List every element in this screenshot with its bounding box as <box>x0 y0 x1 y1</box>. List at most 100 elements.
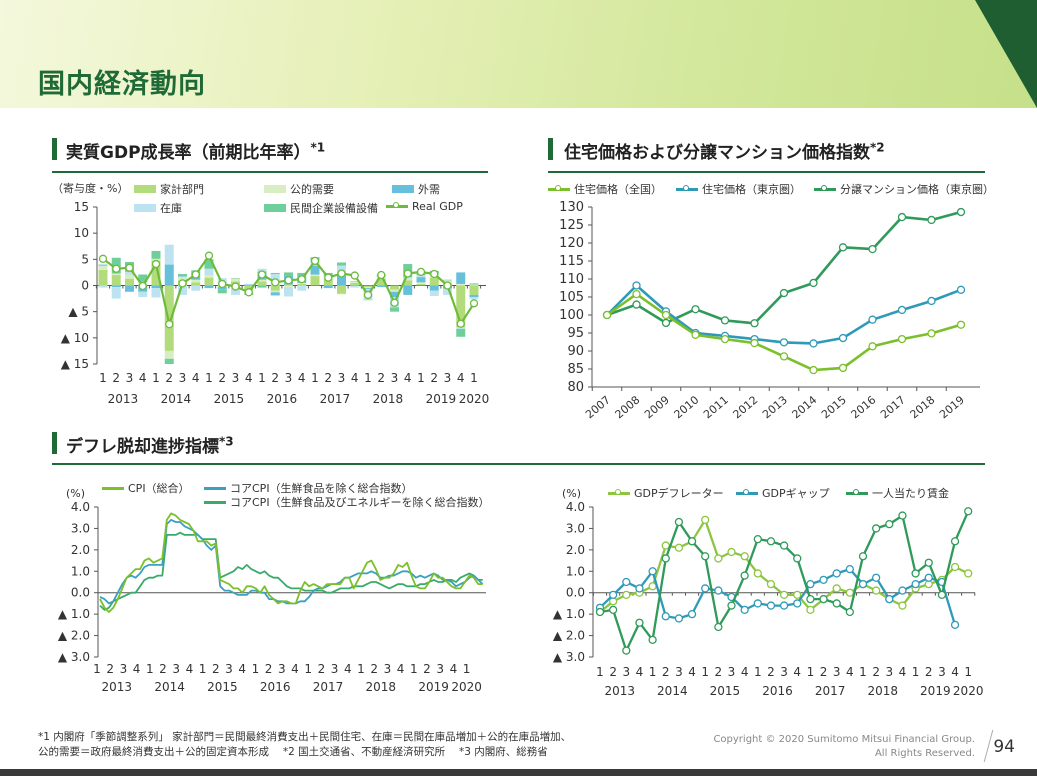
data-point <box>648 567 657 576</box>
data-point <box>964 507 973 516</box>
data-point <box>868 315 877 324</box>
bar-external <box>204 285 214 289</box>
section-title-text: デフレ脱却進捗指標 <box>66 437 219 457</box>
x-tick-label: 4 <box>186 662 194 676</box>
data-point <box>632 281 641 290</box>
section-title-gdp: 実質GDP成長率（前期比年率）*1 <box>66 138 325 163</box>
x-tick-label: 3 <box>833 665 841 679</box>
x-tick-label: 2 <box>324 371 332 385</box>
data-point <box>956 285 966 294</box>
bar-external <box>151 285 161 289</box>
x-tick-label: 2 <box>925 665 933 679</box>
legend-label: Real GDP <box>412 200 463 213</box>
x-tick-label: 1 <box>470 371 478 385</box>
data-point <box>898 601 907 610</box>
x-year-label: 2013 <box>108 392 139 406</box>
data-point <box>257 270 267 279</box>
bar-inventory <box>443 288 452 295</box>
legend-swatch <box>134 185 156 193</box>
data-point <box>661 310 671 320</box>
legend-line <box>204 486 226 490</box>
x-year-label: 2014 <box>161 392 192 406</box>
data-point <box>872 586 881 595</box>
data-point <box>868 244 877 254</box>
x-tick-label: 4 <box>741 665 749 679</box>
y-tick-label: 15 <box>74 200 89 214</box>
legend-capex: 民間企業設備設備 <box>264 200 378 216</box>
data-point <box>924 558 933 567</box>
bar-public <box>403 278 413 281</box>
y-tick-label: 2.0 <box>71 543 90 557</box>
bar-public <box>98 265 108 270</box>
bar-public <box>284 285 293 288</box>
legend-tokyo: 住宅価格（東京圏） <box>676 181 801 197</box>
x-tick-label: 3 <box>622 665 630 679</box>
data-point <box>779 601 789 610</box>
y-tick-label: ▲ 10 <box>61 331 89 345</box>
data-point <box>674 517 684 527</box>
bar-public <box>231 278 240 282</box>
x-tick-label: 3 <box>338 371 346 385</box>
data-point <box>779 352 789 361</box>
bar-capex <box>469 283 479 285</box>
section-title-text: 実質GDP成長率（前期比年率） <box>66 143 311 163</box>
x-tick-label: 3 <box>384 662 392 676</box>
x-year-label: 2019 <box>920 684 951 698</box>
x-tick-label: 3 <box>885 665 893 679</box>
data-point <box>858 579 868 589</box>
bar-inventory <box>350 286 360 288</box>
data-point <box>456 319 465 328</box>
data-point <box>138 281 147 291</box>
y-tick-label: 115 <box>559 254 584 269</box>
data-point <box>691 305 700 314</box>
bar-external <box>178 275 187 277</box>
data-point <box>310 256 320 266</box>
footnote-ref: *1 <box>310 140 326 155</box>
x-tick-label: 2 <box>271 371 279 385</box>
bar-public <box>310 274 320 277</box>
x-tick-label: 1 <box>417 371 425 385</box>
x-tick-label: 1 <box>912 665 920 679</box>
bar-household <box>191 282 201 286</box>
x-tick-label: 2 <box>112 371 120 385</box>
legend-swatch <box>134 204 156 212</box>
bar-inventory <box>164 244 174 265</box>
bar-public <box>125 274 134 279</box>
bar-household <box>403 280 413 286</box>
data-point <box>701 552 710 561</box>
x-tick-label: 3 <box>391 371 399 385</box>
y-tick-label: 4.0 <box>566 500 585 514</box>
bar-inventory <box>456 327 466 329</box>
legend-label: 住宅価格（全国） <box>574 183 662 196</box>
x-tick-label: 4 <box>133 662 141 676</box>
x-tick-label: 4 <box>351 371 359 385</box>
line-gdp-gap <box>599 567 957 626</box>
data-point <box>720 334 730 344</box>
data-point <box>674 614 684 623</box>
data-point <box>648 635 657 645</box>
bar-capex <box>164 358 174 364</box>
bar-household <box>350 282 360 286</box>
data-point <box>927 296 936 306</box>
legend-external: 外需 <box>392 181 440 197</box>
deflator-unit-label: (%) <box>562 487 582 500</box>
legend-line <box>102 486 124 490</box>
y-tick-label: ▲ 5 <box>68 305 89 319</box>
x-year-label: 2014 <box>657 684 688 698</box>
bar-external <box>125 285 134 292</box>
data-point <box>793 590 802 600</box>
bar-household <box>429 277 439 286</box>
data-point <box>793 554 802 563</box>
bar-inventory <box>191 285 201 291</box>
x-tick-label: 3 <box>172 662 180 676</box>
bar-public <box>469 284 479 286</box>
data-point <box>403 269 412 278</box>
x-tick-label: 3 <box>225 662 233 676</box>
x-tick-label: 4 <box>450 662 458 676</box>
data-point <box>898 586 907 595</box>
data-point <box>727 547 736 557</box>
bar-capex <box>151 250 161 259</box>
data-point <box>753 534 762 544</box>
legend-line <box>814 184 836 191</box>
legend-label: 在庫 <box>160 202 182 215</box>
